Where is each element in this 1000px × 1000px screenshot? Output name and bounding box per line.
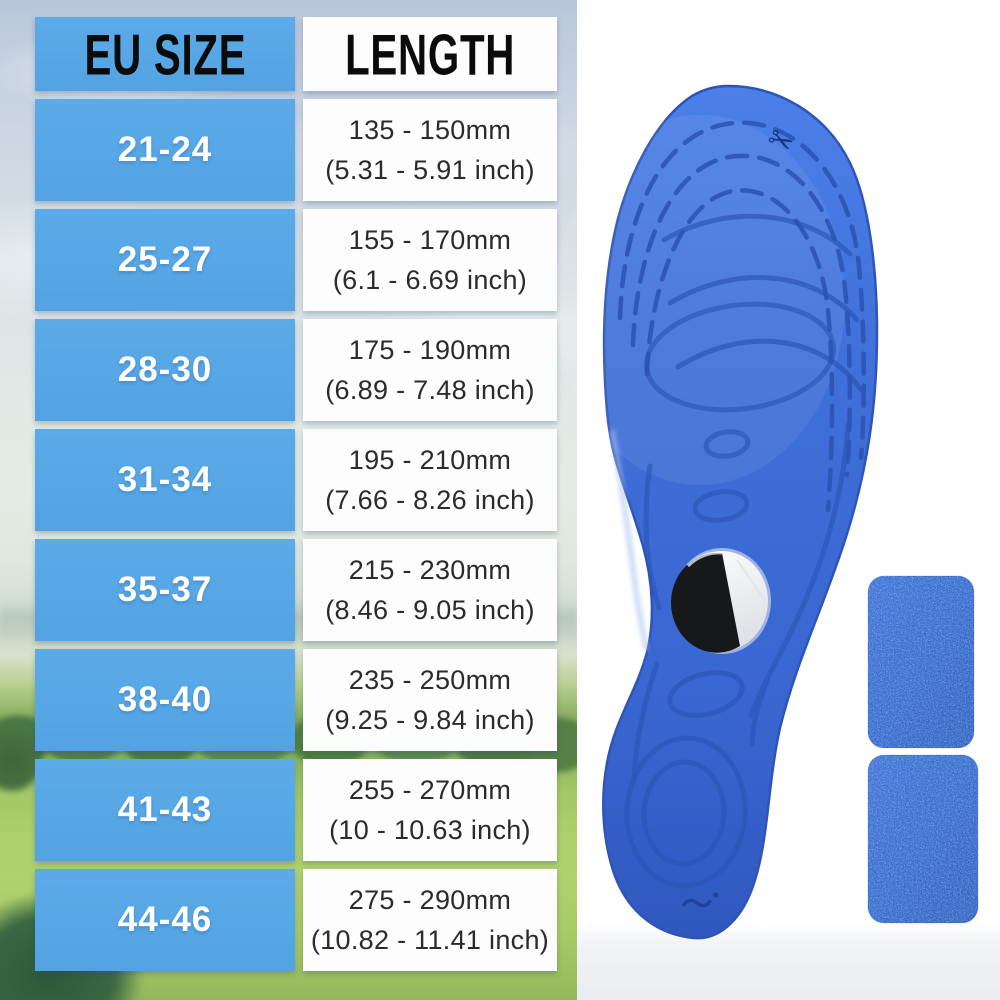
eu-size-cell: 28-30	[35, 319, 295, 421]
eu-size-cell: 38-40	[35, 649, 295, 751]
size-value: 38-40	[117, 680, 213, 719]
length-value: 275 - 290mm (10.82 - 11.41 inch)	[310, 884, 550, 956]
size-value: 41-43	[117, 790, 213, 829]
metal-disc	[670, 548, 771, 654]
header-length-label: LENGTH	[344, 21, 516, 87]
cut-lines	[617, 120, 867, 513]
size-value: 31-34	[117, 460, 213, 499]
embossed-ellipses	[624, 301, 837, 889]
length-cell: 275 - 290mm (10.82 - 11.41 inch)	[303, 869, 557, 971]
length-value: 215 - 230mm (8.46 - 9.05 inch)	[325, 554, 535, 626]
eu-size-cell: 44-46	[35, 869, 295, 971]
edge-highlight	[609, 429, 650, 651]
disc-black-half	[670, 552, 740, 653]
heel-ring-outer	[624, 735, 748, 889]
adhesive-patch-bottom	[867, 754, 979, 924]
side-grooves	[631, 422, 851, 783]
adhesive-patch-top	[867, 575, 975, 749]
heel-ring-inner	[641, 759, 727, 867]
size-value: 21-24	[117, 130, 213, 169]
length-cell: 215 - 230mm (8.46 - 9.05 inch)	[303, 539, 557, 641]
size-value: 28-30	[117, 350, 213, 389]
size-value: 25-27	[117, 240, 213, 279]
length-value: 135 - 150mm (5.31 - 5.91 inch)	[325, 114, 535, 186]
length-cell: 155 - 170mm (6.1 - 6.69 inch)	[303, 209, 557, 311]
length-value: 195 - 210mm (7.66 - 8.26 inch)	[325, 444, 535, 516]
length-cell: 175 - 190mm (6.89 - 7.48 inch)	[303, 319, 557, 421]
header-eu-size: EU SIZE	[35, 17, 295, 91]
heel-logo-mark	[681, 892, 719, 908]
length-cell: 255 - 270mm (10 - 10.63 inch)	[303, 759, 557, 861]
size-value: 44-46	[117, 900, 213, 939]
length-value: 255 - 270mm (10 - 10.63 inch)	[329, 774, 531, 846]
length-cell: 195 - 210mm (7.66 - 8.26 inch)	[303, 429, 557, 531]
length-cell: 135 - 150mm (5.31 - 5.91 inch)	[303, 99, 557, 201]
header-eu-size-label: EU SIZE	[84, 21, 246, 87]
header-length: LENGTH	[303, 17, 557, 91]
forefoot-grooves	[661, 213, 864, 393]
length-cell: 235 - 250mm (9.25 - 9.84 inch)	[303, 649, 557, 751]
length-value: 155 - 170mm (6.1 - 6.69 inch)	[332, 224, 528, 296]
eu-size-cell: 35-37	[35, 539, 295, 641]
length-value: 175 - 190mm (6.89 - 7.48 inch)	[325, 334, 535, 406]
eu-size-cell: 25-27	[35, 209, 295, 311]
eu-size-cell: 31-34	[35, 429, 295, 531]
eu-size-cell: 41-43	[35, 759, 295, 861]
eu-size-cell: 21-24	[35, 99, 295, 201]
size-chart-table: EU SIZE LENGTH 21-24 135 - 150mm (5.31 - …	[35, 17, 557, 971]
length-value: 235 - 250mm (9.25 - 9.84 inch)	[325, 664, 535, 736]
ball-of-foot-ellipse	[643, 301, 837, 413]
size-value: 35-37	[117, 570, 213, 609]
